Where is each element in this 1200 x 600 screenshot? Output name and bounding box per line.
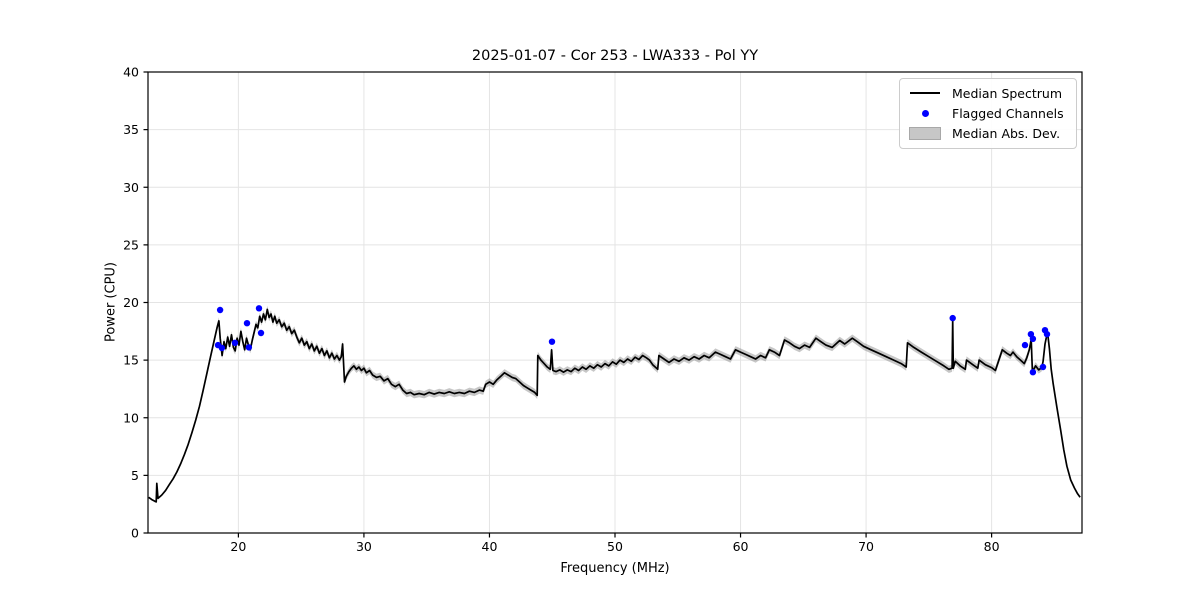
x-tick-label: 40 [482, 539, 498, 554]
y-tick-label: 0 [131, 526, 139, 541]
flagged-channel-dot [1021, 341, 1029, 349]
legend-item-median-spectrum: Median Spectrum [907, 83, 1070, 103]
legend-label: Flagged Channels [952, 105, 1064, 121]
flagged-channel-dot [245, 344, 253, 351]
flagged-channel-dot [218, 344, 226, 352]
flagged-channel-dot [1029, 369, 1037, 376]
y-tick-label: 35 [123, 122, 139, 137]
x-tick-label: 70 [858, 539, 874, 554]
flagged-channel-dot [257, 329, 265, 337]
median-abs-dev-patch-icon [907, 126, 943, 140]
y-tick-label: 30 [123, 180, 139, 195]
median-spectrum-line [148, 308, 1081, 503]
legend-item-median-abs-dev: Median Abs. Dev. [907, 123, 1070, 143]
mad-band [207, 305, 1050, 399]
y-tick-label: 20 [123, 295, 139, 310]
x-tick-label: 20 [230, 539, 246, 554]
flagged-channel-dot [548, 338, 556, 345]
flagged-channel-dot [1029, 335, 1037, 342]
x-tick-label: 80 [984, 539, 1000, 554]
y-tick-label: 25 [123, 237, 139, 252]
flagged-channels-dot-icon [907, 109, 943, 117]
y-axis-label: Power (CPU) [103, 261, 119, 343]
legend: Median Spectrum Flagged Channels Median … [899, 78, 1077, 149]
median-spectrum-line-icon [907, 92, 943, 94]
chart-title: 2025-01-07 - Cor 253 - LWA333 - Pol YY [471, 48, 759, 64]
x-tick-label: 60 [733, 539, 749, 554]
y-tick-label: 5 [131, 468, 139, 483]
flagged-channel-dot [255, 305, 263, 312]
flagged-channel-dot [216, 306, 224, 314]
y-tick-label: 40 [123, 65, 139, 80]
legend-label: Median Abs. Dev. [952, 125, 1061, 141]
legend-label: Median Spectrum [952, 85, 1063, 101]
y-tick-label: 10 [123, 410, 139, 425]
flagged-channel-dot [243, 320, 251, 327]
x-tick-label: 30 [356, 539, 372, 554]
x-tick-label: 50 [607, 539, 623, 554]
flagged-channel-dot [1039, 363, 1047, 371]
x-axis-label: Frequency (MHz) [560, 561, 670, 576]
legend-item-flagged-channels: Flagged Channels [907, 103, 1070, 123]
flagged-channel-dot [949, 314, 956, 322]
y-tick-label: 15 [123, 353, 139, 368]
flagged-channel-dot [1043, 331, 1051, 338]
flagged-channel-dot [231, 339, 239, 346]
